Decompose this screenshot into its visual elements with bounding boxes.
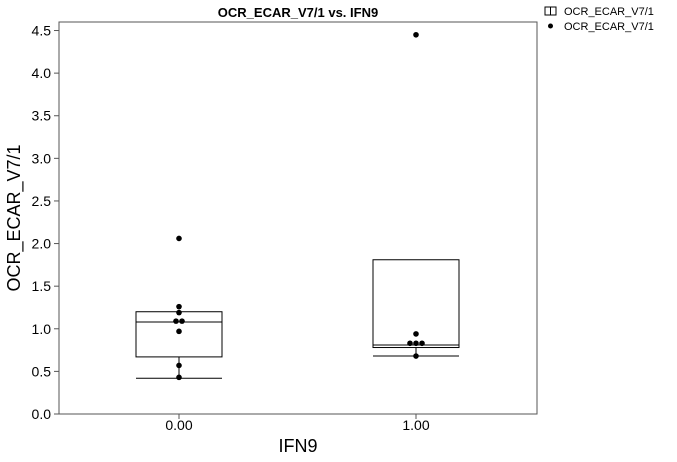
data-point	[176, 235, 182, 242]
chart-title: OCR_ECAR_V7/1 vs. IFN9	[218, 5, 378, 20]
y-tick-label: 3.0	[32, 150, 52, 166]
boxes-layer	[135, 259, 460, 379]
y-tick-label: 2.0	[32, 236, 52, 252]
y-axis-label: OCR_ECAR_V7/1	[4, 144, 25, 291]
box-0.00	[135, 311, 223, 379]
data-point	[179, 318, 185, 324]
y-tick-label: 0.0	[32, 406, 52, 422]
data-point	[413, 31, 419, 38]
legend-label-dot: OCR_ECAR_V7/1	[564, 21, 654, 33]
legend: OCR_ECAR_V7/1 OCR_ECAR_V7/1	[544, 6, 654, 33]
data-point	[176, 328, 182, 335]
data-point	[413, 340, 419, 347]
data-point	[176, 303, 182, 310]
data-point	[176, 362, 182, 369]
x-tick-label: 0.00	[165, 417, 192, 433]
data-point	[173, 318, 179, 324]
x-axis-label: IFN9	[278, 436, 317, 456]
legend-dot-icon	[548, 23, 553, 29]
y-tick-label: 3.5	[32, 108, 52, 124]
y-tick-label: 0.5	[32, 363, 52, 379]
y-tick-label: 4.5	[32, 23, 52, 39]
data-point	[419, 340, 425, 347]
y-tick-label: 1.5	[32, 278, 52, 294]
data-point	[176, 374, 182, 381]
points-layer	[173, 31, 425, 381]
legend-label-box: OCR_ECAR_V7/1	[564, 6, 654, 18]
data-point	[413, 353, 419, 359]
plot-frame	[58, 21, 538, 415]
x-tick-label: 1.00	[402, 417, 429, 433]
data-point	[413, 331, 419, 337]
y-axis: 0.0 0.5 1.0 1.5 2.0 2.5 3.0 3.5 4.0 4.5	[32, 23, 59, 422]
y-tick-label: 2.5	[32, 193, 52, 209]
y-tick-label: 1.0	[32, 321, 52, 337]
box-iqr	[135, 311, 223, 358]
data-point	[176, 309, 182, 316]
data-point	[407, 340, 413, 347]
x-axis: 0.00 1.00	[165, 414, 430, 433]
y-tick-label: 4.0	[32, 65, 52, 81]
